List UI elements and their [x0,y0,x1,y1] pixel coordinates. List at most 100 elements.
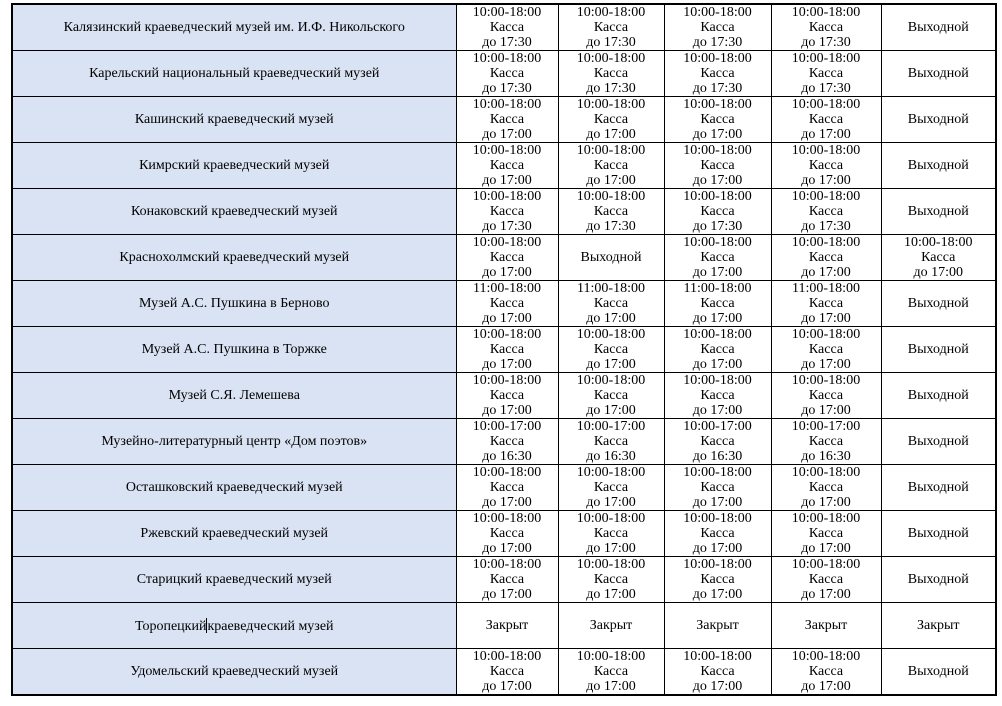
schedule-cell[interactable]: Выходной [880,280,997,327]
schedule-cell[interactable]: 10:00-18:00 Касса до 17:30 [770,3,882,51]
schedule-cell[interactable]: 11:00-18:00 Касса до 17:00 [557,280,665,327]
schedule-cell[interactable]: 10:00-18:00 Касса до 17:30 [770,188,882,235]
museum-name-cell[interactable]: Музейно-литературный центр «Дом поэтов» [11,418,457,465]
schedule-cell[interactable]: 10:00-18:00 Касса до 17:00 [663,142,772,189]
schedule-cell[interactable]: 10:00-18:00 Касса до 17:00 [557,464,665,511]
museum-name-cell[interactable]: Ржевский краеведческий музей [11,510,457,557]
schedule-cell[interactable]: Выходной [880,188,997,235]
schedule-cell[interactable]: 10:00-18:00 Касса до 17:00 [770,326,882,373]
schedule-cell[interactable]: 10:00-18:00 Касса до 17:00 [663,234,772,281]
schedule-cell[interactable]: 10:00-17:00 Касса до 16:30 [557,418,665,465]
schedule-line: Касса [593,112,629,127]
museum-name-cell[interactable]: Удомельский краеведческий музей [11,648,457,696]
museum-name-cell[interactable]: Музей С.Я. Лемешева [11,372,457,419]
table-row: Музей А.С. Пушкина в Торжке 10:00-18:00 Ка… [11,326,997,373]
schedule-cell[interactable]: Закрыт [663,602,772,649]
schedule-cell[interactable]: 10:00-18:00 Касса до 17:00 [455,326,559,373]
schedule-cell[interactable]: 10:00-18:00 Касса до 17:30 [557,3,665,51]
schedule-cell[interactable]: 10:00-18:00 Касса до 17:00 [557,648,665,696]
schedule-cell[interactable]: 10:00-18:00 Касса до 17:30 [455,188,559,235]
schedule-line: Закрыт [696,618,739,633]
schedule-cell[interactable]: 10:00-18:00 Касса до 17:30 [770,50,882,97]
schedule-cell[interactable]: 10:00-18:00 Касса до 17:00 [557,326,665,373]
schedule-cell[interactable]: 10:00-18:00 Касса до 17:00 [770,510,882,557]
schedule-cell[interactable]: Выходной [880,3,997,51]
schedule-cell[interactable]: 10:00-18:00 Касса до 17:00 [557,510,665,557]
museum-name-cell[interactable]: Краснохолмский краеведческий музей [11,234,457,281]
schedule-cell[interactable]: Выходной [880,648,997,696]
museum-name-cell[interactable]: Конаковский краеведческий музей [11,188,457,235]
schedule-line: Выходной [907,296,969,311]
museum-name-cell[interactable]: Карельский национальный краеведческий му… [11,50,457,97]
museum-name-cell[interactable]: Музей А.С. Пушкина в Торжке [11,326,457,373]
schedule-cell[interactable]: 10:00-18:00 Касса до 17:30 [663,50,772,97]
schedule-cell[interactable]: 10:00-18:00 Касса до 17:00 [557,556,665,603]
schedule-cell[interactable]: 10:00-17:00 Касса до 16:30 [455,418,559,465]
schedule-line: 10:00-18:00 [791,143,861,159]
schedule-line: 10:00-18:00 [576,557,646,573]
schedule-cell[interactable]: 10:00-18:00 Касса до 17:00 [455,96,559,143]
schedule-cell[interactable]: Выходной [880,142,997,189]
schedule-cell[interactable]: 10:00-18:00 Касса до 17:00 [663,464,772,511]
schedule-line: Закрыт [485,618,529,633]
schedule-cell[interactable]: Выходной [880,418,997,465]
museum-name-cell[interactable]: Осташковский краеведческий музей [11,464,457,511]
schedule-cell[interactable]: 10:00-18:00 Касса до 17:30 [557,50,665,97]
schedule-line: до 17:00 [482,541,532,556]
schedule-cell[interactable]: Выходной [880,50,997,97]
schedule-cell[interactable]: 10:00-18:00 Касса до 17:30 [455,50,559,97]
schedule-cell[interactable]: Выходной [557,234,665,281]
museum-name-cell[interactable]: Торопецкийкраеведческий музей [11,602,457,649]
schedule-cell[interactable]: 10:00-18:00 Касса до 17:00 [455,510,559,557]
schedule-cell[interactable]: 10:00-18:00 Касса до 17:00 [455,234,559,281]
schedule-cell[interactable]: Закрыт [455,602,559,649]
schedule-cell[interactable]: 10:00-18:00 Касса до 17:00 [770,648,882,696]
schedule-cell[interactable]: 10:00-18:00 Касса до 17:00 [663,326,772,373]
museum-name-cell[interactable]: Музей А.С. Пушкина в Берново [11,280,457,327]
schedule-cell[interactable]: Закрыт [770,602,882,649]
schedule-line: Касса [593,342,629,357]
schedule-cell[interactable]: Выходной [880,556,997,603]
schedule-cell[interactable]: 10:00-18:00 Касса до 17:30 [557,188,665,235]
schedule-cell[interactable]: 10:00-18:00 Касса до 17:00 [663,556,772,603]
schedule-cell[interactable]: Закрыт [880,602,997,649]
schedule-cell[interactable]: 10:00-18:00 Касса до 17:30 [455,3,559,51]
schedule-cell[interactable]: 11:00-18:00 Касса до 17:00 [663,280,772,327]
schedule-cell[interactable]: 10:00-18:00 Касса до 17:00 [455,464,559,511]
schedule-cell[interactable]: 10:00-18:00 Касса до 17:00 [770,234,882,281]
schedule-cell[interactable]: 10:00-18:00 Касса до 17:30 [663,188,772,235]
schedule-line: Касса [593,526,629,541]
schedule-cell[interactable]: 10:00-18:00 Касса до 17:00 [770,372,882,419]
schedule-cell[interactable]: 10:00-17:00 Касса до 16:30 [770,418,882,465]
schedule-cell[interactable]: 11:00-18:00 Касса до 17:00 [770,280,882,327]
schedule-cell[interactable]: Выходной [880,96,997,143]
schedule-cell[interactable]: 10:00-18:00 Касса до 17:00 [770,96,882,143]
schedule-cell[interactable]: 10:00-18:00 Касса до 17:00 [663,648,772,696]
schedule-cell[interactable]: 10:00-18:00 Касса до 17:30 [663,3,772,51]
schedule-cell[interactable]: 10:00-18:00 Касса до 17:00 [770,556,882,603]
schedule-cell[interactable]: 10:00-18:00 Касса до 17:00 [455,372,559,419]
schedule-cell[interactable]: 10:00-18:00 Касса до 17:00 [770,464,882,511]
schedule-cell[interactable]: Закрыт [557,602,665,649]
schedule-cell[interactable]: 10:00-18:00 Касса до 17:00 [557,142,665,189]
schedule-cell[interactable]: 10:00-18:00 Касса до 17:00 [557,372,665,419]
schedule-cell[interactable]: 10:00-18:00 Касса до 17:00 [455,556,559,603]
schedule-cell[interactable]: 10:00-18:00 Касса до 17:00 [770,142,882,189]
schedule-cell[interactable]: 10:00-18:00 Касса до 17:00 [557,96,665,143]
schedule-cell[interactable]: 10:00-18:00 Касса до 17:00 [455,648,559,696]
schedule-cell[interactable]: 10:00-18:00 Касса до 17:00 [455,142,559,189]
schedule-cell[interactable]: 10:00-18:00 Касса до 17:00 [663,96,772,143]
schedule-cell[interactable]: 10:00-18:00 Касса до 17:00 [880,234,997,281]
museum-name-cell[interactable]: Калязинский краеведческий музей им. И.Ф.… [11,3,457,51]
schedule-cell[interactable]: Выходной [880,372,997,419]
museum-name-cell[interactable]: Кашинский краеведческий музей [11,96,457,143]
schedule-cell[interactable]: 11:00-18:00 Касса до 17:00 [455,280,559,327]
schedule-cell[interactable]: Выходной [880,510,997,557]
schedule-cell[interactable]: Выходной [880,464,997,511]
museum-name-cell[interactable]: Кимрский краеведческий музей [11,142,457,189]
museum-name-cell[interactable]: Старицкий краеведческий музей [11,556,457,603]
schedule-cell[interactable]: Выходной [880,326,997,373]
schedule-cell[interactable]: 10:00-17:00 Касса до 16:30 [663,418,772,465]
schedule-cell[interactable]: 10:00-18:00 Касса до 17:00 [663,372,772,419]
schedule-cell[interactable]: 10:00-18:00 Касса до 17:00 [663,510,772,557]
